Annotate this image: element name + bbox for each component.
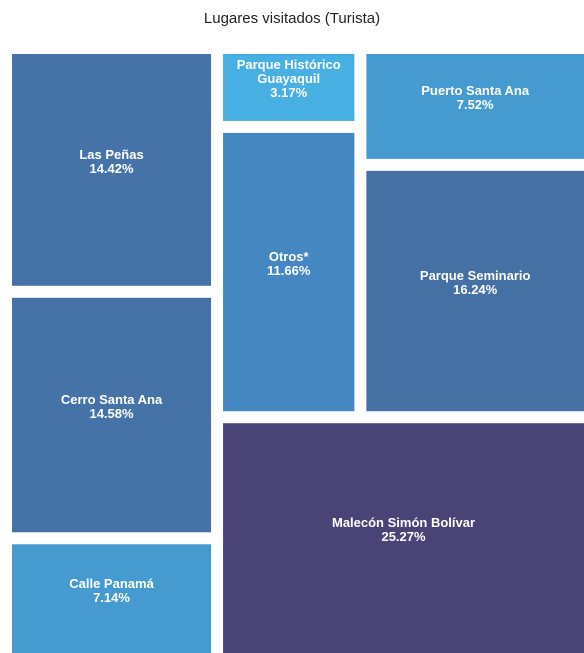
chart-title: Lugares visitados (Turista)	[204, 10, 380, 27]
tile-value: 14.42%	[89, 160, 134, 176]
tile-value: 16.24%	[453, 282, 498, 298]
tile-label-box: Cerro Santa Ana 14.58%	[12, 337, 211, 477]
tile-name: Calle Panamá	[69, 575, 154, 591]
tile-value: 3.17%	[270, 85, 308, 101]
treemap-tile	[12, 544, 212, 653]
tile-name: Cerro Santa Ana	[60, 392, 163, 408]
treemap-tile	[366, 170, 584, 412]
tile-name: Parque Histórico Guayaquil	[236, 57, 341, 87]
treemap-tile	[223, 423, 584, 653]
tile-name: Parque Seminario	[419, 268, 531, 284]
tile-name: Las Peñas	[79, 146, 144, 162]
tile-value: 14.58%	[89, 406, 134, 422]
tile-value: 25.27%	[381, 529, 426, 545]
tile-value: 7.14%	[93, 589, 130, 605]
tile-value: 11.66%	[267, 263, 311, 279]
treemap-tile	[12, 54, 212, 286]
tile-label-box: Las Peñas 14.42%	[12, 92, 211, 232]
tile-name: Malecón Simón Bolívar	[331, 515, 476, 531]
tile-name: Otros*	[268, 249, 309, 265]
treemap-tile	[12, 297, 212, 533]
treemap-tile	[223, 132, 355, 412]
treemap-tile	[366, 54, 584, 159]
tile-label-box: Puerto Santa Ana 7.52%	[366, 46, 584, 151]
tile-label-box: Otros* 11.66%	[223, 194, 354, 334]
tile-label-box: Malecón Simón Bolívar 25.27%	[223, 460, 584, 600]
tile-value: 7.52%	[456, 97, 494, 113]
tile-label-box: Parque Histórico Guayaquil 3.17%	[223, 46, 354, 113]
tile-name: Puerto Santa Ana	[421, 83, 530, 99]
tile-label-box: Calle Panamá 7.14%	[12, 536, 211, 645]
tile-label: Otros*11.66%	[223, 194, 354, 334]
treemap-tile	[223, 54, 355, 121]
tile-label-box: Parque Seminario 16.24%	[366, 213, 584, 353]
